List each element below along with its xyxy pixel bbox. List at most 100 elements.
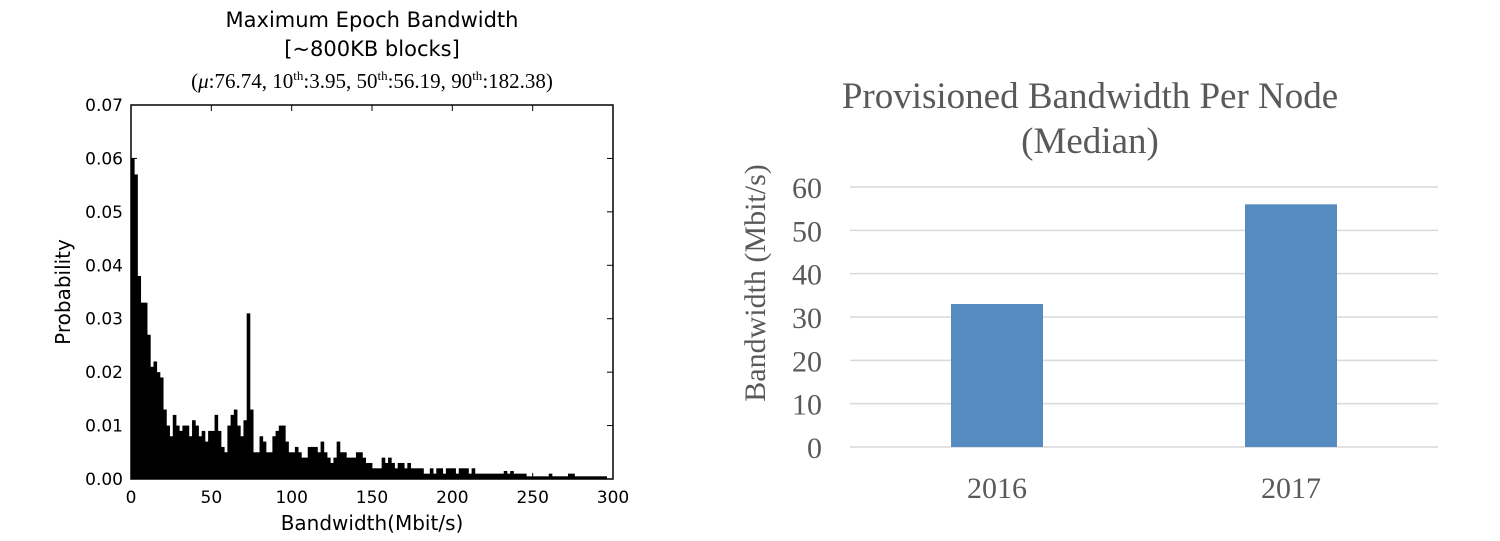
histogram-bar (372, 468, 376, 479)
histogram-bar (227, 425, 232, 479)
histogram-bar (233, 409, 238, 479)
x-axis-category-labels: 2016 2017 (967, 472, 1321, 505)
histogram-bar (445, 468, 450, 479)
histogram-bar (481, 473, 485, 479)
histogram-bar (548, 473, 553, 479)
stats-p10-val: :3.95, (303, 69, 356, 93)
x-tick-label: 50 (201, 488, 223, 508)
histogram-bar (368, 462, 373, 479)
histogram-bar (195, 425, 199, 479)
histogram-bar (327, 457, 331, 479)
x-tick-label: 100 (275, 488, 307, 508)
histogram-bar (471, 468, 476, 479)
histogram-bar (346, 457, 350, 479)
histogram-bar (375, 468, 379, 479)
histogram-bar (259, 436, 264, 479)
histogram-bar (211, 430, 215, 479)
stats-p50-num: 50 (356, 69, 377, 93)
histogram-bar (301, 457, 305, 479)
plot-frame (130, 104, 614, 480)
histogram-bar (391, 462, 395, 479)
histogram-bar (500, 473, 505, 479)
histogram-bar (246, 313, 251, 479)
histogram-bar (150, 366, 154, 479)
histogram-bar (400, 462, 405, 479)
histogram-bar (478, 473, 482, 479)
histogram-bar (317, 452, 321, 479)
histogram-bar (529, 476, 534, 479)
histogram-bar (314, 446, 318, 479)
histogram-bar (230, 414, 235, 479)
bar-series (951, 204, 1337, 447)
bar-chart: Provisioned Bandwidth Per Node (Median) … (739, 76, 1438, 505)
histogram-bar (188, 436, 193, 479)
histogram-bar (134, 174, 138, 479)
histogram-bar (269, 452, 273, 479)
histogram-bar (596, 476, 601, 479)
histogram-bar (214, 414, 219, 479)
histogram-bar (484, 473, 489, 479)
histogram-bar (237, 425, 241, 479)
histogram-bar (265, 452, 270, 479)
histogram-bar (526, 476, 530, 479)
y-axis-ticks: 0 10 20 30 40 50 60 (792, 172, 822, 465)
y-tick-label: 0.06 (85, 149, 123, 169)
histogram-bar (333, 457, 338, 479)
histogram-bar (603, 476, 607, 479)
histogram-bar (172, 414, 177, 479)
stats-p10-sup: th (293, 68, 304, 83)
histogram-bar (510, 470, 514, 479)
histogram-bar (352, 457, 357, 479)
histogram-bar (243, 420, 248, 479)
histogram-bar (474, 473, 479, 479)
histogram-bar (256, 452, 260, 479)
histogram-bar (298, 452, 302, 479)
chart-title: Maximum Epoch Bandwidth (226, 8, 519, 32)
histogram-chart: Maximum Epoch Bandwidth [~800KB blocks] … (51, 8, 629, 535)
x-axis-ticks: 0 50 100 150 200 250 300 (126, 105, 629, 508)
histogram-bar (220, 446, 225, 479)
histogram-bar (542, 476, 546, 479)
histogram-bar (140, 302, 145, 479)
x-axis-label: Bandwidth(Mbit/s) (281, 511, 464, 535)
histogram-bar (458, 468, 463, 479)
y-tick-label: 0.07 (85, 96, 123, 116)
histogram-bar (558, 476, 562, 479)
histogram-bar (156, 372, 161, 479)
histogram-bar (262, 441, 267, 479)
stats-p90-num: 90 (451, 69, 472, 93)
histogram-bar (545, 476, 550, 479)
histogram-bar (568, 473, 572, 479)
histogram-bar (198, 436, 203, 479)
histogram-bar (551, 476, 556, 479)
x-tick-label: 200 (436, 488, 468, 508)
y-axis-label: Probability (51, 239, 75, 345)
chart-title-line2: (Median) (1021, 121, 1159, 162)
histogram-bar (381, 457, 386, 479)
x-tick-label: 0 (126, 488, 137, 508)
histogram-bar (275, 430, 280, 479)
y-tick-label: 0.02 (85, 363, 123, 383)
histogram-bar (355, 452, 360, 479)
histogram-bar (339, 452, 344, 479)
histogram-bar (577, 476, 582, 479)
histogram-bar (330, 462, 334, 479)
histogram-bars (131, 158, 607, 479)
bar-2016 (951, 304, 1043, 447)
histogram-bar (416, 468, 421, 479)
histogram-bar (420, 468, 424, 479)
stats-mu: μ (197, 69, 209, 93)
y-tick-label: 0.01 (85, 417, 123, 437)
histogram-bar (426, 473, 431, 479)
histogram-bar (240, 436, 244, 479)
histogram-bar (449, 468, 453, 479)
histogram-bar (362, 457, 366, 479)
histogram-bar (208, 430, 212, 479)
histogram-bar (323, 452, 328, 479)
y-axis-label: Bandwidth (Mbit/s) (739, 164, 772, 402)
histogram-bar (217, 430, 222, 479)
histogram-bar (359, 452, 363, 479)
histogram-bar (394, 468, 399, 479)
histogram-bar (442, 473, 447, 479)
histogram-bar (294, 446, 299, 479)
